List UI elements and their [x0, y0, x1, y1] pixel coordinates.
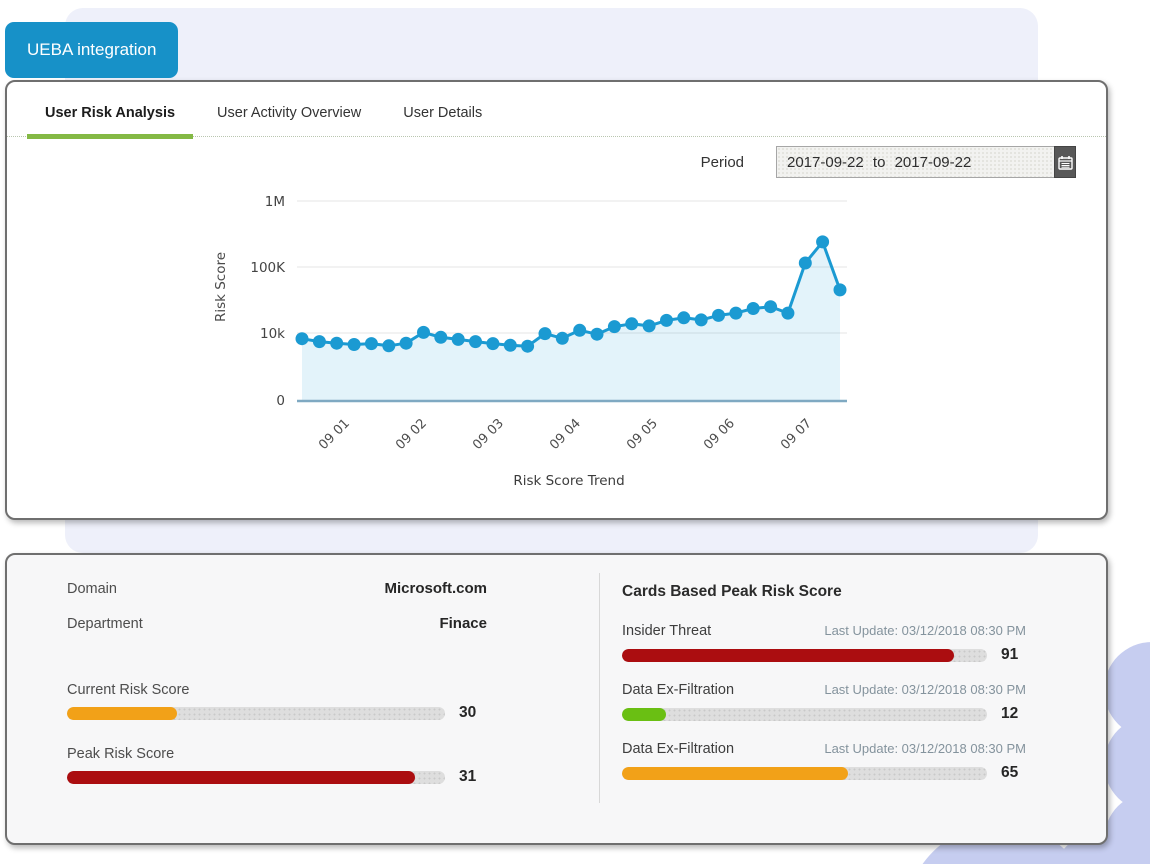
data-exfiltration-fill-2	[622, 766, 849, 780]
insider-threat-label: Insider Threat	[622, 623, 712, 639]
svg-text:09 03: 09 03	[470, 416, 507, 453]
current-risk-score-bar	[67, 706, 445, 720]
risk-score-trend-svg: 0 10k 100K 1M Risk Score 09 01 09 02 09 03 09 04…	[213, 194, 847, 489]
insider-threat-fill	[622, 648, 955, 662]
data-exfiltration-value-2: 65	[1001, 764, 1019, 781]
domain-value: Microsoft.com	[384, 580, 487, 597]
insider-threat-item: Insider Threat Last Update: 03/12/2018 0…	[622, 623, 1026, 664]
svg-text:09 01: 09 01	[316, 416, 353, 453]
tab-user-risk-analysis[interactable]: User Risk Analysis	[27, 94, 194, 139]
user-summary-card: Domain Microsoft.com Department Finace C…	[5, 553, 1108, 845]
svg-text:09 04: 09 04	[547, 416, 584, 453]
data-exfiltration-last-update-1: Last Update: 03/12/2018 08:30 PM	[824, 682, 1026, 697]
ueba-integration-badge: UEBA integration	[5, 22, 179, 78]
current-risk-score-label: Current Risk Score	[67, 682, 190, 698]
svg-text:10k: 10k	[260, 326, 285, 342]
period-control: Period 2017-09-22 to 2017-09-22	[701, 146, 1076, 178]
data-exfiltration-fill-1	[622, 707, 666, 721]
peak-risk-score-value: 31	[459, 768, 477, 785]
svg-text:Risk Score: Risk Score	[213, 252, 229, 322]
svg-text:09 05: 09 05	[624, 416, 661, 453]
vertical-divider	[599, 573, 600, 803]
svg-text:1M: 1M	[265, 194, 285, 210]
svg-text:100K: 100K	[250, 260, 286, 276]
peak-risk-score-bar	[67, 770, 445, 784]
domain-row: Domain Microsoft.com	[67, 580, 487, 615]
calendar-button[interactable]	[1054, 146, 1076, 178]
current-risk-score-group: Current Risk Score 30	[67, 682, 487, 722]
data-exfiltration-label-2: Data Ex-Filtration	[622, 741, 735, 757]
data-exfiltration-bar-1	[622, 707, 987, 721]
insider-threat-value: 91	[1001, 646, 1019, 663]
insider-threat-last-update: Last Update: 03/12/2018 08:30 PM	[824, 623, 1026, 638]
data-exfiltration-bar-2	[622, 766, 987, 780]
svg-text:09 07: 09 07	[778, 416, 815, 453]
current-risk-score-fill	[67, 706, 177, 720]
svg-text:09 02: 09 02	[393, 416, 430, 453]
current-risk-score-value: 30	[459, 704, 477, 721]
peak-risk-score-fill	[67, 770, 415, 784]
peak-risk-score-group: Peak Risk Score 31	[67, 746, 487, 786]
data-exfiltration-item-1: Data Ex-Filtration Last Update: 03/12/20…	[622, 682, 1026, 723]
period-range-input[interactable]: 2017-09-22 to 2017-09-22	[776, 146, 1054, 178]
svg-text:09 06: 09 06	[701, 416, 738, 453]
user-risk-analysis-card: User Risk Analysis User Activity Overvie…	[5, 80, 1108, 520]
risk-score-trend-chart: 0 10k 100K 1M Risk Score 09 01 09 02 09 03 09 04…	[197, 187, 887, 507]
svg-text:Risk Score Trend: Risk Score Trend	[513, 473, 624, 489]
domain-label: Domain	[67, 581, 117, 597]
data-exfiltration-label-1: Data Ex-Filtration	[622, 682, 735, 698]
period-label: Period	[700, 153, 744, 171]
period-range-value: 2017-09-22 to 2017-09-22	[787, 153, 972, 171]
tab-bar: User Risk Analysis User Activity Overvie…	[7, 94, 1106, 139]
data-exfiltration-item-2: Data Ex-Filtration Last Update: 03/12/20…	[622, 741, 1026, 782]
calendar-icon	[1057, 155, 1073, 170]
insider-threat-bar	[622, 648, 987, 662]
department-value: Finace	[439, 615, 487, 632]
department-label: Department	[67, 616, 143, 632]
tab-user-details[interactable]: User Details	[403, 105, 483, 121]
ueba-integration-badge-label: UEBA integration	[27, 40, 157, 59]
user-profile-section: Domain Microsoft.com Department Finace C…	[67, 580, 487, 786]
svg-text:0: 0	[276, 393, 285, 409]
tab-user-activity-overview[interactable]: User Activity Overview	[217, 105, 362, 121]
data-exfiltration-value-1: 12	[1001, 705, 1019, 722]
data-exfiltration-last-update-2: Last Update: 03/12/2018 08:30 PM	[824, 741, 1026, 756]
department-row: Department Finace	[67, 615, 487, 650]
peak-risk-score-label: Peak Risk Score	[67, 746, 175, 762]
cards-peak-risk-section: Cards Based Peak Risk Score Insider Thre…	[622, 583, 1026, 800]
cards-peak-risk-title: Cards Based Peak Risk Score	[622, 583, 842, 600]
